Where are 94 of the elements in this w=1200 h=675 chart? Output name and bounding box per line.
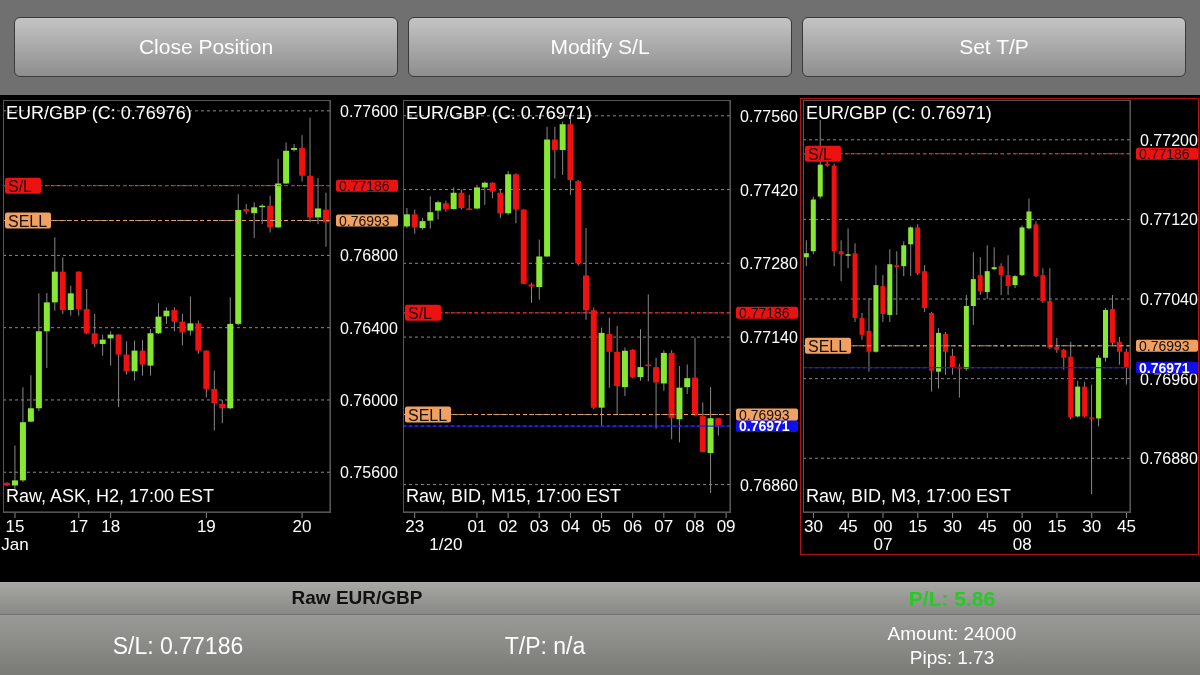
candlestick: [411, 209, 418, 235]
candlestick: [908, 225, 914, 277]
x-tick-label: 09: [716, 517, 736, 536]
button: Modify S/L: [408, 17, 792, 77]
x-tick-label: 08: [685, 517, 705, 536]
y-tick-label: 0.77120: [1140, 211, 1198, 229]
x-tick-label: 45: [1117, 517, 1136, 536]
candlestick: [803, 239, 809, 267]
ref-line-label: SELL: [408, 406, 448, 424]
y-tick-label: 0.77420: [740, 181, 798, 199]
candlestick: [67, 285, 74, 317]
x-tick-label: 00 08: [1012, 517, 1032, 554]
x-tick-label: 03: [529, 517, 549, 536]
candlestick: [949, 348, 955, 376]
x-tick-label: 45: [838, 517, 858, 536]
x-tick-label: 30: [803, 517, 823, 536]
candlestick: [458, 189, 465, 211]
candlestick: [653, 357, 660, 430]
x-tick-label: 05: [592, 517, 611, 536]
candlestick: [99, 334, 106, 357]
y-tick-label: 0.77280: [740, 255, 798, 273]
y-tick-label: 0.76993: [339, 212, 390, 229]
candlestick: [991, 246, 997, 271]
y-tick-label: 0.77040: [1140, 291, 1198, 309]
x-tick-label: 18: [101, 517, 121, 536]
candlestick: [131, 340, 138, 382]
candlestick: [901, 240, 907, 277]
x-tick-label: 15: [908, 517, 928, 536]
chart-title: EUR/GBP (C: 0.76971): [806, 103, 992, 124]
x-tick-label: 02: [498, 517, 518, 536]
x-tick-label: 19: [196, 517, 216, 536]
candlestick: [684, 363, 691, 395]
ref-line-label: SELL: [808, 337, 848, 355]
y-tick-label: 0.76880: [1140, 450, 1198, 468]
x-tick-label: 04: [560, 517, 580, 536]
x-tick-label: 17: [69, 517, 89, 536]
text: Amount: 24000: [887, 623, 1017, 645]
x-tick-label: 15: [1047, 517, 1067, 536]
candlestick: [403, 207, 410, 229]
candlestick: [435, 200, 442, 221]
candlestick: [427, 195, 434, 230]
x-tick-label: 01: [467, 517, 487, 536]
candlestick: [139, 339, 146, 377]
candlestick: [998, 262, 1004, 296]
x-tick-label: 06: [623, 517, 643, 536]
ref-line-label: S/L: [808, 145, 833, 163]
button: Set T/P: [802, 17, 1186, 77]
text: P/L: 5.86: [908, 587, 996, 611]
text: Pips: 1.73: [909, 647, 995, 669]
x-tick-label: 30: [943, 517, 963, 536]
y-tick-label: 0.76800: [340, 247, 398, 265]
candlestick: [528, 282, 535, 304]
candlestick: [322, 192, 329, 248]
y-tick-label: 0.77560: [740, 107, 798, 125]
y-tick-label: 0.76860: [740, 476, 798, 494]
x-tick-label: 07: [654, 517, 674, 536]
ref-line-label: SELL: [8, 212, 48, 230]
y-tick-label: 0.77186: [339, 177, 390, 194]
candlestick: [859, 312, 865, 341]
y-tick-label: 0.76993: [1139, 337, 1190, 354]
text: Raw EUR/GBP: [291, 587, 423, 609]
x-tick-label: 45: [977, 517, 997, 536]
candlestick: [551, 126, 558, 179]
button: Close Position: [14, 17, 398, 77]
text: T/P: n/a: [504, 632, 586, 660]
candlestick: [845, 227, 851, 269]
ref-line-label: S/L: [408, 304, 433, 322]
candlestick: [267, 195, 274, 233]
y-tick-label: 0.75600: [340, 464, 398, 482]
annotation: Raw, BID, M15, 17:00 EST: [406, 486, 622, 507]
x-tick-label: 15 Jan: [1, 517, 29, 554]
x-tick-label: 20: [292, 517, 312, 536]
chart-title: EUR/GBP (C: 0.76971): [406, 103, 592, 124]
x-tick-label: 00 07: [873, 517, 893, 554]
y-tick-label: 0.76400: [340, 319, 398, 337]
y-tick-label: 0.77140: [740, 329, 798, 347]
x-tick-label: 23: [405, 517, 425, 536]
candlestick: [977, 256, 983, 296]
annotation: Raw, BID, M3, 17:00 EST: [806, 486, 1012, 507]
x-tick-label: 1/20: [429, 535, 463, 554]
candlestick: [1061, 348, 1067, 371]
annotation: Raw, ASK, H2, 17:00 EST: [6, 486, 215, 507]
text: S/L: 0.77186: [112, 632, 244, 660]
y-tick-label: 0.77600: [340, 102, 398, 120]
candlestick: [442, 200, 449, 213]
candlestick: [123, 340, 130, 376]
y-tick-label: 0.77186: [739, 304, 790, 321]
candlestick: [1005, 254, 1011, 296]
x-tick-label: 30: [1082, 517, 1102, 536]
ref-line-label: S/L: [8, 177, 33, 195]
y-tick-label: 0.76000: [340, 391, 398, 409]
chart-title: EUR/GBP (C: 0.76976): [6, 103, 192, 124]
candlestick: [291, 143, 298, 152]
candlestick: [838, 239, 844, 282]
